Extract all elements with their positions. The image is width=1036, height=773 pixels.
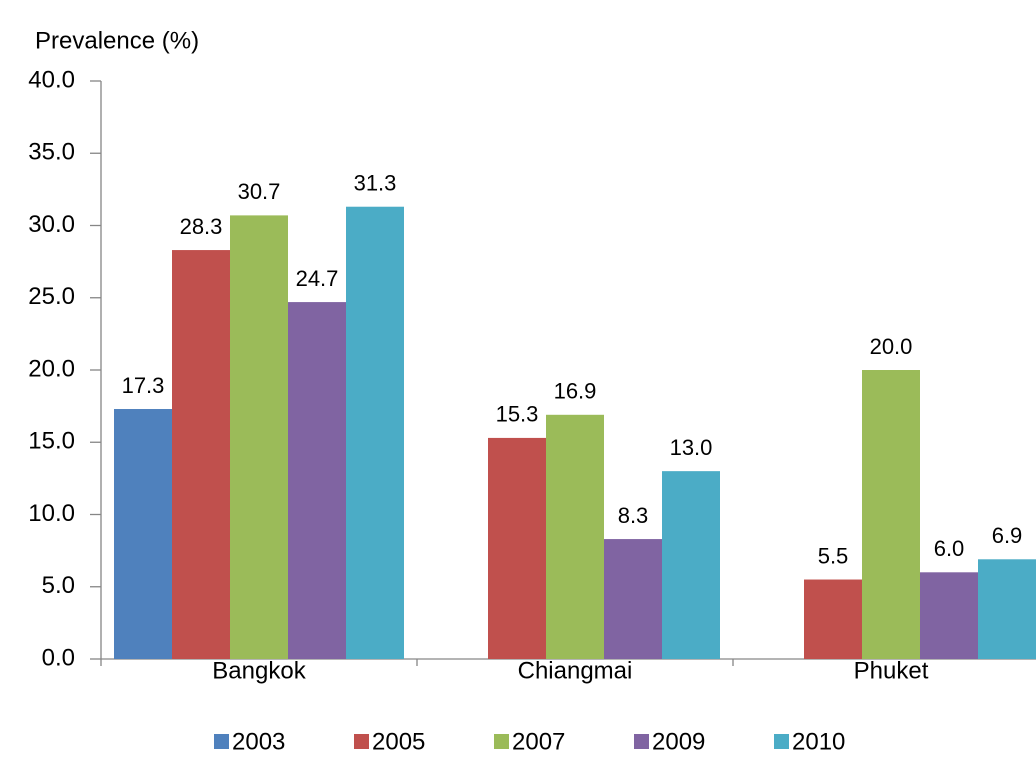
legend-label: 2005: [372, 728, 425, 755]
y-tick-label: 15.0: [28, 428, 75, 455]
bar: [978, 559, 1036, 659]
data-label: 8.3: [618, 503, 649, 528]
y-tick-label: 10.0: [28, 500, 75, 527]
bar: [604, 539, 662, 659]
data-label: 17.3: [122, 373, 165, 398]
data-label: 20.0: [870, 334, 913, 359]
legend-label: 2003: [232, 728, 285, 755]
bar: [230, 215, 288, 659]
bar: [346, 206, 404, 659]
legend-marker: [494, 734, 509, 749]
legend-marker: [634, 734, 649, 749]
bar: [288, 302, 346, 659]
y-tick-label: 25.0: [28, 283, 75, 310]
data-label: 24.7: [296, 266, 339, 291]
y-tick-label: 0.0: [42, 644, 75, 671]
legend-label: 2009: [652, 728, 705, 755]
y-tick-label: 20.0: [28, 355, 75, 382]
bar: [114, 409, 172, 659]
y-tick-label: 40.0: [28, 66, 75, 93]
x-tick-label: Bangkok: [212, 657, 306, 684]
bar: [172, 250, 230, 659]
bar: [488, 437, 546, 659]
data-label: 5.5: [818, 543, 849, 568]
bar: [862, 370, 920, 659]
bar: [920, 572, 978, 659]
y-tick-label: 5.0: [42, 572, 75, 599]
bar: [546, 414, 604, 659]
data-label: 13.0: [670, 435, 713, 460]
data-label: 30.7: [238, 179, 281, 204]
data-label: 16.9: [554, 379, 597, 404]
y-tick-label: 35.0: [28, 139, 75, 166]
legend-label: 2010: [792, 728, 845, 755]
data-label: 6.0: [934, 536, 965, 561]
legend-label: 2007: [512, 728, 565, 755]
bar: [804, 579, 862, 659]
x-tick-label: Phuket: [854, 657, 929, 684]
data-label: 6.9: [992, 523, 1023, 548]
legend-marker: [214, 734, 229, 749]
data-label: 28.3: [180, 214, 223, 239]
x-tick-label: Chiangmai: [518, 657, 633, 684]
data-label: 31.3: [354, 171, 397, 196]
bar: [662, 471, 720, 659]
y-tick-label: 30.0: [28, 211, 75, 238]
legend-marker: [354, 734, 369, 749]
y-axis-label: Prevalence (%): [35, 27, 199, 54]
legend-marker: [774, 734, 789, 749]
data-label: 15.3: [496, 402, 539, 427]
